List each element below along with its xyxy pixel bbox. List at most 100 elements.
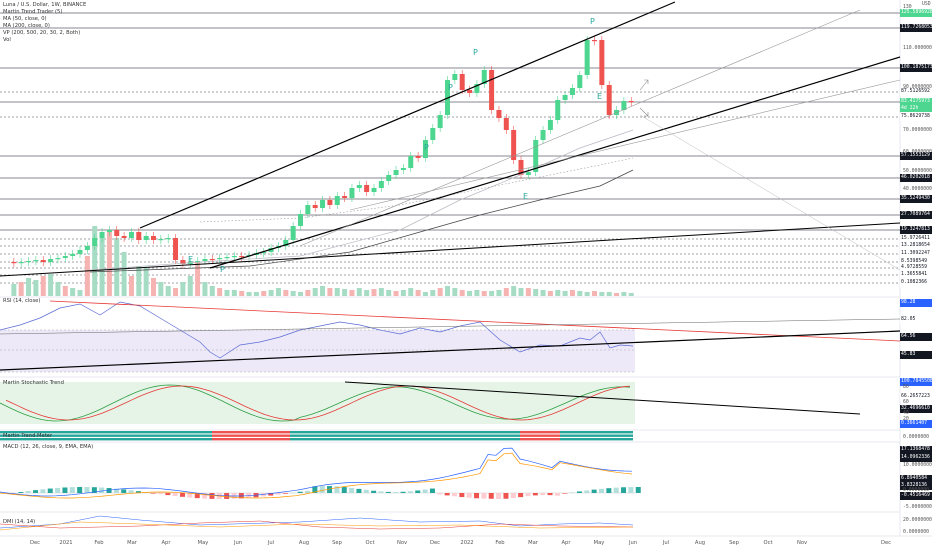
time-tick: Jul (662, 540, 670, 546)
price-candles[interactable] (11, 36, 634, 268)
stoch-slow-line (5, 385, 631, 421)
stoch-label[interactable]: Martin Stochastic Trend (3, 380, 64, 386)
price-level-label[interactable]: 100.1875173 (900, 64, 932, 72)
price-level-label[interactable]: 13.2818654 (900, 242, 932, 250)
macd-histogram-bar (415, 490, 421, 493)
volume-bar (298, 292, 303, 296)
price-level-label[interactable]: 11.3092247 (900, 250, 932, 258)
trend-meter-segment (0, 431, 212, 434)
macd-histogram-bar (275, 493, 281, 495)
rsi-resistance-line (49, 300, 901, 342)
volume-bar (268, 290, 274, 296)
macd-histogram-bar (282, 493, 288, 494)
volume-bars (11, 226, 634, 296)
volume-bar (386, 290, 392, 296)
volume-bar (70, 288, 76, 296)
volume-bar (158, 282, 164, 296)
price-level-label[interactable]: 87.5126592 (900, 88, 932, 96)
chart-legend: Luna / U.S. Dollar, 1W, BINANCE Martin T… (3, 2, 86, 44)
trend-meter-label[interactable]: Martin Trend Meter (3, 433, 53, 439)
channel-upper-line (139, 1, 676, 229)
price-level-label[interactable]: 19.3247813 (900, 226, 932, 234)
volume-bar (518, 288, 524, 296)
candle-body (202, 259, 208, 261)
macd-histogram-bar (569, 492, 575, 493)
volume-bar (99, 232, 105, 296)
candle-body (99, 232, 105, 238)
time-tick: Dec (29, 540, 41, 546)
volume-bar (592, 291, 597, 296)
price-level-label[interactable]: 119.7268053 (900, 24, 932, 32)
price-level-label[interactable]: 15.9726411 (900, 235, 932, 243)
candle-body (261, 252, 267, 254)
volume-bar (165, 286, 171, 296)
macd-histogram-bar (99, 487, 105, 493)
indicator-martin-trend-trader[interactable]: Martin Trend Trader (5) (3, 9, 63, 15)
macd-histogram-bar (290, 492, 296, 494)
macd-histogram-bar (488, 493, 494, 499)
macd-histogram-bar (33, 490, 39, 493)
volume-bar (481, 291, 487, 296)
price-level-label[interactable]: 83.4175973 (900, 98, 932, 106)
trend-meter-segment (290, 434, 520, 437)
trend-meter-segment (290, 438, 520, 441)
dmi-minus-line (0, 520, 634, 530)
candle-body (290, 226, 296, 240)
price-level-label[interactable]: 125.5896928 (900, 9, 932, 17)
volume-bar (459, 290, 465, 296)
macd-histogram-bar (371, 490, 377, 493)
volume-bar (422, 292, 428, 296)
volume-bar (547, 291, 553, 296)
indicator-volume[interactable]: Vol (3, 37, 11, 43)
indicator-ma-200[interactable]: MA (200, close, 0) (3, 23, 50, 29)
volume-bar (173, 288, 179, 296)
candle-body (371, 188, 377, 192)
indicator-volume-profile[interactable]: VP (200, 500, 20, 30, 2, Both) (3, 30, 81, 36)
adx-line (0, 521, 634, 531)
volume-bar (253, 292, 259, 296)
price-level-label[interactable]: 27.7089764 (900, 211, 932, 219)
indicator-level-label: 98.28 (900, 299, 932, 307)
candle-body (217, 258, 223, 260)
price-level-label[interactable]: 4.9728559 (900, 264, 932, 272)
macd-label[interactable]: MACD (12, 26, close, 9, EMA, EMA) (3, 444, 94, 450)
currency-label: USD (922, 2, 931, 7)
macd-histogram-bar (606, 488, 612, 493)
support-resistance-lines[interactable] (0, 12, 900, 284)
price-level-label[interactable]: 35.5249430 (900, 195, 932, 203)
candle-body (114, 230, 120, 236)
volume-bar (40, 276, 46, 296)
time-tick: 2022 (460, 540, 474, 546)
dmi-label[interactable]: DMI (14, 14) (3, 519, 36, 525)
price-level-label[interactable]: 57.1553129 (900, 152, 932, 160)
macd-histogram-bar (532, 493, 538, 496)
macd-histogram-bar (510, 493, 516, 499)
price-level-label[interactable]: 75.8629738 (900, 113, 932, 121)
symbol-title[interactable]: Luna / U.S. Dollar, 1W, BINANCE (3, 2, 87, 8)
rsi-label[interactable]: RSI (14, close) (3, 298, 41, 304)
macd-histogram-bar (305, 490, 310, 493)
price-level-label[interactable]: 46.0202018 (900, 174, 932, 182)
macd-histogram-bar (47, 488, 53, 493)
trend-channel[interactable] (0, 1, 901, 277)
price-level-label[interactable]: 0.1082366 (900, 279, 932, 287)
macd-histogram-bar (11, 493, 16, 494)
macd-histogram-bar (562, 493, 568, 494)
volume-bar (614, 293, 620, 296)
volume-bar (540, 290, 546, 296)
volume-bar (356, 288, 362, 296)
price-level-label[interactable]: 1.3655841 (900, 271, 932, 279)
candle-body (628, 101, 634, 103)
macd-histogram-bar (84, 487, 90, 493)
price-level-label[interactable]: 8.5398549 (900, 258, 932, 266)
macd-histogram-bar (121, 489, 127, 493)
indicator-level-label: 17.1368478 (900, 446, 932, 454)
trend-meter-segment (520, 438, 560, 441)
volume-bar (84, 256, 90, 296)
volume-bar (452, 288, 458, 296)
macd-histogram-bar (385, 491, 391, 493)
pivot-marker: P (424, 143, 429, 152)
macd-histogram-bar (481, 493, 487, 499)
indicator-ma-50[interactable]: MA (50, close, 0) (3, 16, 47, 22)
